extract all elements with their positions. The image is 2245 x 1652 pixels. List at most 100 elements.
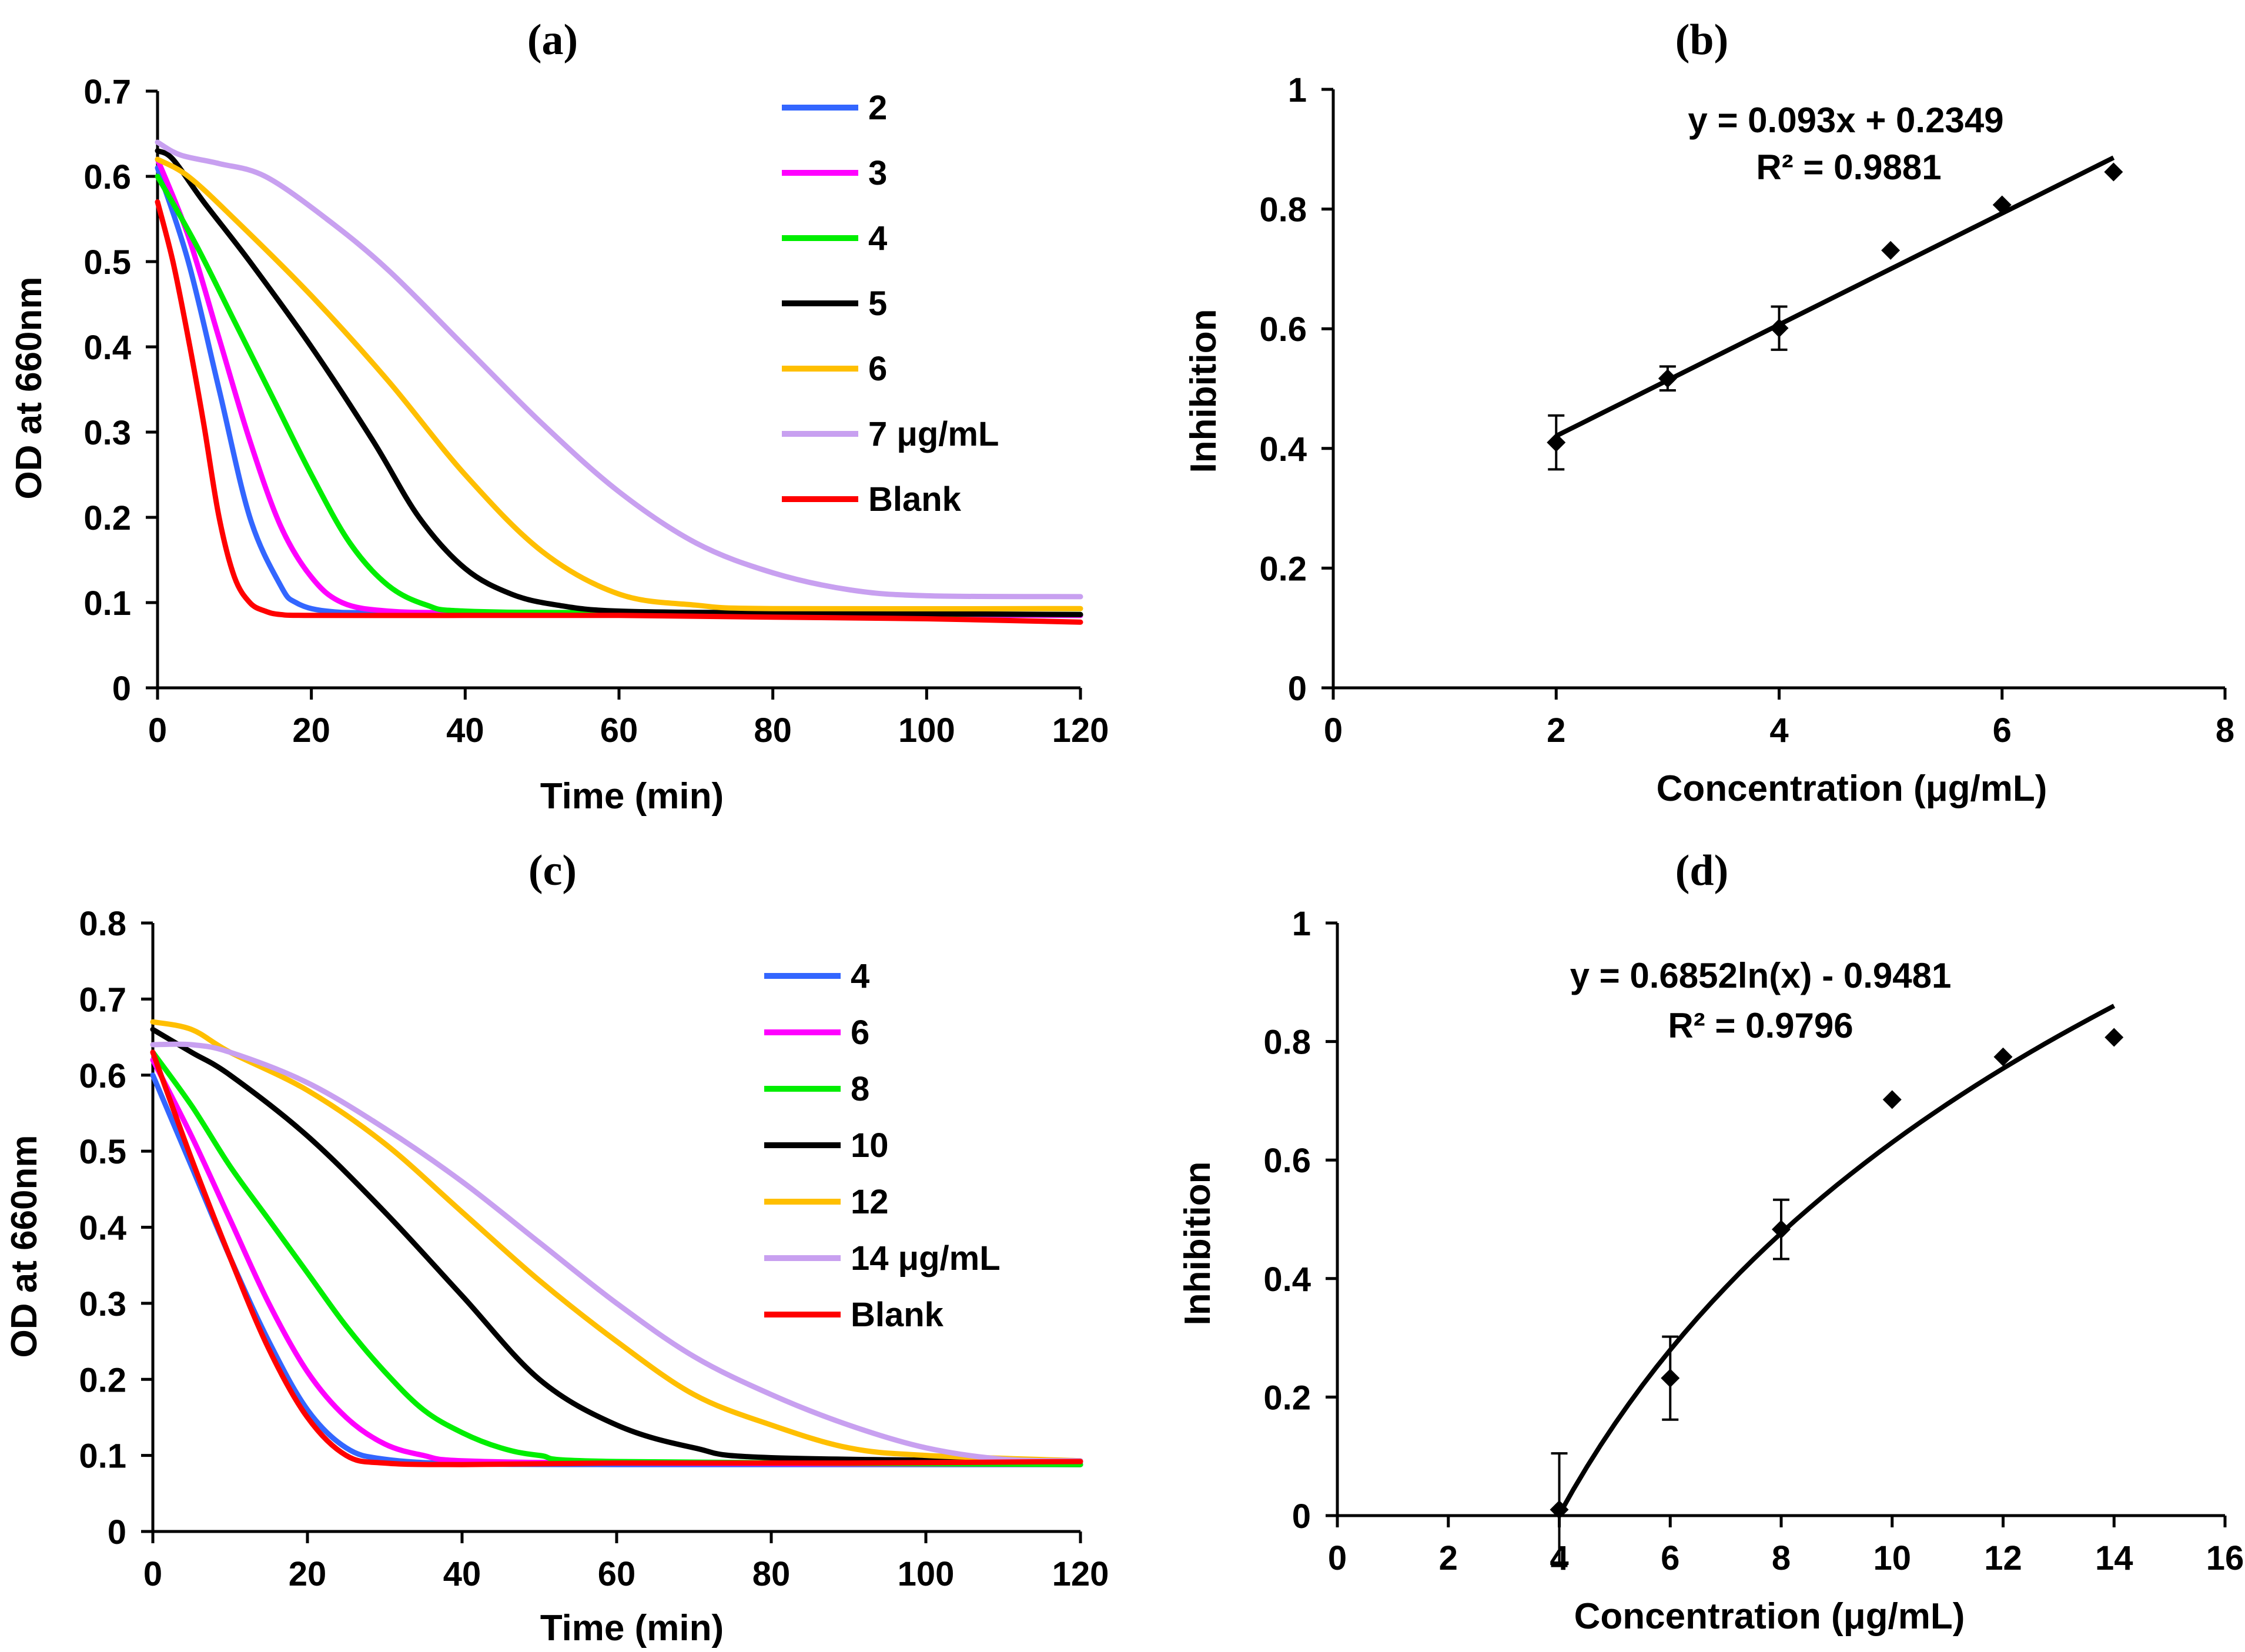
panel-c-x-tick-label: 40 xyxy=(443,1555,481,1593)
panel-b-y-axis-title: Inhibition xyxy=(1183,309,1224,473)
panel-b-data-point xyxy=(1881,240,1901,260)
panel-c-x-tick-label: 20 xyxy=(289,1555,327,1593)
panel-d-x-tick-label: 16 xyxy=(2206,1539,2244,1577)
panel-c-x-tick-label: 0 xyxy=(143,1555,162,1593)
panel-b-x-tick-label: 4 xyxy=(1769,711,1788,750)
panel-d-x-tick-label: 2 xyxy=(1439,1539,1458,1577)
panel-c-y-tick-label: 0 xyxy=(108,1513,126,1551)
panel-a-label: (a) xyxy=(527,16,578,64)
panel-a-y-tick-label: 0 xyxy=(112,670,131,708)
panel-a-legend-label-3: 5 xyxy=(868,285,887,323)
panel-a-x-axis-title: Time (min) xyxy=(540,776,724,817)
panel-d-y-tick-label: 0.4 xyxy=(1263,1260,1311,1299)
panel-c-x-tick-label: 60 xyxy=(598,1555,636,1593)
panel-c-y-tick-label: 0.6 xyxy=(79,1057,126,1095)
panel-a-series-line-4 xyxy=(155,156,1083,612)
panel-d-label: (d) xyxy=(1675,847,1728,895)
panel-d-data-point xyxy=(1661,1369,1680,1388)
panel-b-data-point xyxy=(1992,195,2012,215)
panel-d-y-tick-label: 0 xyxy=(1292,1497,1311,1536)
panel-a-y-tick-label: 0.4 xyxy=(83,329,131,367)
panel-c-x-tick-label: 120 xyxy=(1052,1555,1109,1593)
panel-c-y-tick-label: 0.7 xyxy=(79,981,126,1019)
panel-a-y-tick-label: 0.3 xyxy=(83,414,131,452)
panel-b-x-tick-label: 8 xyxy=(2216,711,2234,750)
panel-d-y-tick-label: 1 xyxy=(1292,905,1311,943)
panel-d-data-point xyxy=(1772,1220,1791,1239)
panel-b-y-tick-label: 0.8 xyxy=(1259,191,1307,229)
panel-b-y-tick-label: 0.2 xyxy=(1259,550,1307,588)
panel-c-y-tick-label: 0.8 xyxy=(79,905,126,943)
panel-a-plot: 0 0.1 0.2 0.3 0.4 0.5 0.6 0.7 0 20 40 60 80 100 120 xyxy=(83,73,1109,750)
panel-a-x-tick-label: 80 xyxy=(754,711,792,750)
panel-d-y-tick-label: 0.2 xyxy=(1263,1379,1311,1417)
panel-c-y-tick-label: 0.1 xyxy=(79,1437,126,1476)
panel-a-y-axis-title: OD at 660nm xyxy=(9,276,49,499)
panel-d-x-tick-label: 14 xyxy=(2095,1539,2133,1577)
panel-b-r-squared: R² = 0.9881 xyxy=(1756,148,1941,187)
panel-b-label: (b) xyxy=(1675,16,1728,64)
panel-b-x-tick-label: 2 xyxy=(1547,711,1565,750)
panel-a-x-tick-label: 60 xyxy=(600,711,638,750)
panel-c-series-line-4 xyxy=(150,1019,1083,1464)
panel-a-series-line-3 xyxy=(155,148,1083,617)
panel-a-time-course-chart: (a) 0 0.1 0.2 0.3 0.4 0.5 0.6 0.7 0 20 40 60 80 100 12… xyxy=(9,16,1109,817)
panel-a-legend-label-5: 7 μg/mL xyxy=(868,415,999,453)
panel-b-x-axis-title: Concentration (μg/mL) xyxy=(1657,768,2047,809)
panel-a-x-tick-label: 40 xyxy=(446,711,484,750)
panel-a-y-tick-label: 0.5 xyxy=(83,243,131,282)
panel-d-inhibition-chart: (d) 00.20.40.60.810 2 4 6 8 10 12 14 16 y = 0.68… xyxy=(1177,847,2244,1637)
panel-b-data-point xyxy=(1658,369,1677,388)
panel-c-x-tick-label: 100 xyxy=(898,1555,955,1593)
panel-c-y-tick-label: 0.5 xyxy=(79,1133,126,1171)
panel-c-series-line-6 xyxy=(150,1049,1083,1467)
panel-a-legend-label-6: Blank xyxy=(868,480,962,519)
panel-b-y-tick-label: 0.6 xyxy=(1259,310,1307,349)
panel-c-legend-label-4: 12 xyxy=(851,1183,889,1221)
panel-c-y-axis-title: OD at 660nm xyxy=(4,1135,45,1357)
panel-d-x-tick-label: 10 xyxy=(1873,1539,1911,1577)
panel-b-y-tick-label: 0 xyxy=(1288,670,1307,708)
panel-a-x-tick-label: 120 xyxy=(1052,711,1109,750)
panel-d-x-axis-title: Concentration (μg/mL) xyxy=(1574,1596,1965,1637)
panel-c-time-course-chart: (c) 0 0.1 0.2 0.3 0.4 0.5 0.6 0.7 0.8 0 20 40 60 80 10… xyxy=(4,847,1109,1648)
panel-b-inhibition-chart: (b) 0 0.2 0.4 0.6 0.8 1 0 2 4 6 8 y = 0.093x + 0.2… xyxy=(1183,16,2234,809)
panel-d-x-tick-label: 0 xyxy=(1328,1539,1347,1577)
panel-a-x-tick-label: 20 xyxy=(292,711,330,750)
panel-a-y-tick-label: 0.2 xyxy=(83,499,131,537)
panel-a-y-tick-label: 0.7 xyxy=(83,73,131,111)
panel-c-y-tick-label: 0.4 xyxy=(79,1209,126,1248)
panel-b-trendline xyxy=(1555,155,2115,439)
panel-d-data-point xyxy=(1882,1090,1902,1109)
panel-b-x-tick-label: 6 xyxy=(1993,711,2012,750)
panel-d-y-axis-title: Inhibition xyxy=(1177,1162,1218,1326)
panel-c-y-tick-label: 0.2 xyxy=(79,1361,126,1399)
panel-c-series-line-3 xyxy=(150,1026,1083,1464)
panel-b-data-point xyxy=(1769,319,1789,338)
panel-d-plot: 00.20.40.60.810 2 4 6 8 10 12 14 16 xyxy=(1263,905,2244,1577)
panel-c-legend-label-0: 4 xyxy=(851,957,869,995)
panel-c-legend: 4 6 8 10 12 14 μg/mL Blank xyxy=(764,957,1001,1334)
panel-a-legend-label-4: 6 xyxy=(868,350,887,388)
panel-c-y-tick-label: 0.3 xyxy=(79,1285,126,1323)
panel-a-legend-label-2: 4 xyxy=(868,219,887,258)
panel-c-legend-label-1: 6 xyxy=(851,1014,869,1052)
panel-c-plot: 0 0.1 0.2 0.3 0.4 0.5 0.6 0.7 0.8 0 20 40 60 80 100 120 xyxy=(79,905,1109,1593)
panel-c-x-axis-title: Time (min) xyxy=(540,1608,724,1648)
panel-d-x-tick-label: 8 xyxy=(1772,1539,1791,1577)
panel-b-data-point xyxy=(1547,433,1566,452)
panel-d-data-point xyxy=(2105,1028,2124,1047)
panel-d-y-tick-label: 0.8 xyxy=(1263,1024,1311,1062)
panel-d-data-point xyxy=(1550,1500,1569,1519)
panel-b-y-tick-label: 0.4 xyxy=(1259,430,1307,469)
panel-c-legend-label-3: 10 xyxy=(851,1126,889,1165)
panel-c-legend-label-5: 14 μg/mL xyxy=(851,1239,1001,1278)
panel-d-x-tick-label: 12 xyxy=(1984,1539,2022,1577)
panel-c-legend-label-2: 8 xyxy=(851,1070,869,1108)
panel-a-series-line-6 xyxy=(155,199,1083,625)
panel-d-r-squared: R² = 0.9796 xyxy=(1668,1006,1853,1045)
panel-c-legend-label-6: Blank xyxy=(851,1296,944,1334)
panel-a-y-tick-label: 0.1 xyxy=(83,584,131,623)
panel-a-x-tick-label: 0 xyxy=(148,711,167,750)
panel-d-y-tick-label: 0.6 xyxy=(1263,1142,1311,1180)
